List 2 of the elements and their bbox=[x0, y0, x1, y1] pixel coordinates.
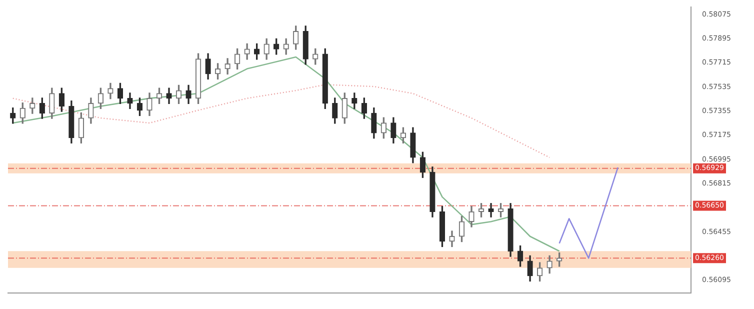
candlestick bbox=[488, 203, 494, 218]
line-series bbox=[12, 84, 550, 158]
